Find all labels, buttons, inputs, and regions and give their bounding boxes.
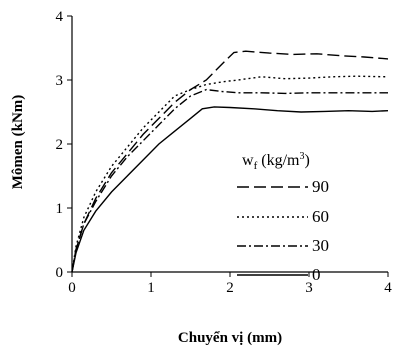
legend-label-0: 0 [312,265,321,284]
y-tick-label: 3 [56,73,64,89]
y-tick-label: 2 [56,137,64,153]
legend-label-90: 90 [312,177,329,196]
y-tick-label: 0 [56,265,64,281]
series-line-90 [71,50,389,273]
x-tick-label: 4 [384,280,392,296]
y-tick-label: 4 [56,9,64,25]
plot-area [71,50,389,273]
series-line-30 [71,88,388,273]
y-axis-title: Mômen (kNm) [10,95,26,190]
legend-label-30: 30 [312,236,329,255]
x-tick-label: 0 [68,280,76,296]
x-axis-title: Chuyển vị (mm) [178,330,282,346]
legend: wf (kg/m3)90 60 30 0 [237,151,329,284]
axes: 0 1 2 3 4 0 1 2 3 4 [56,9,393,296]
legend-label-60: 60 [312,207,329,226]
x-tick-label: 3 [305,280,313,296]
x-tick-label: 1 [147,280,155,296]
series-line-60 [71,75,389,273]
legend-title: wf (kg/m3) [242,151,310,172]
series-line-0 [71,106,389,273]
y-tick-label: 1 [56,201,64,217]
x-tick-label: 2 [226,280,234,296]
